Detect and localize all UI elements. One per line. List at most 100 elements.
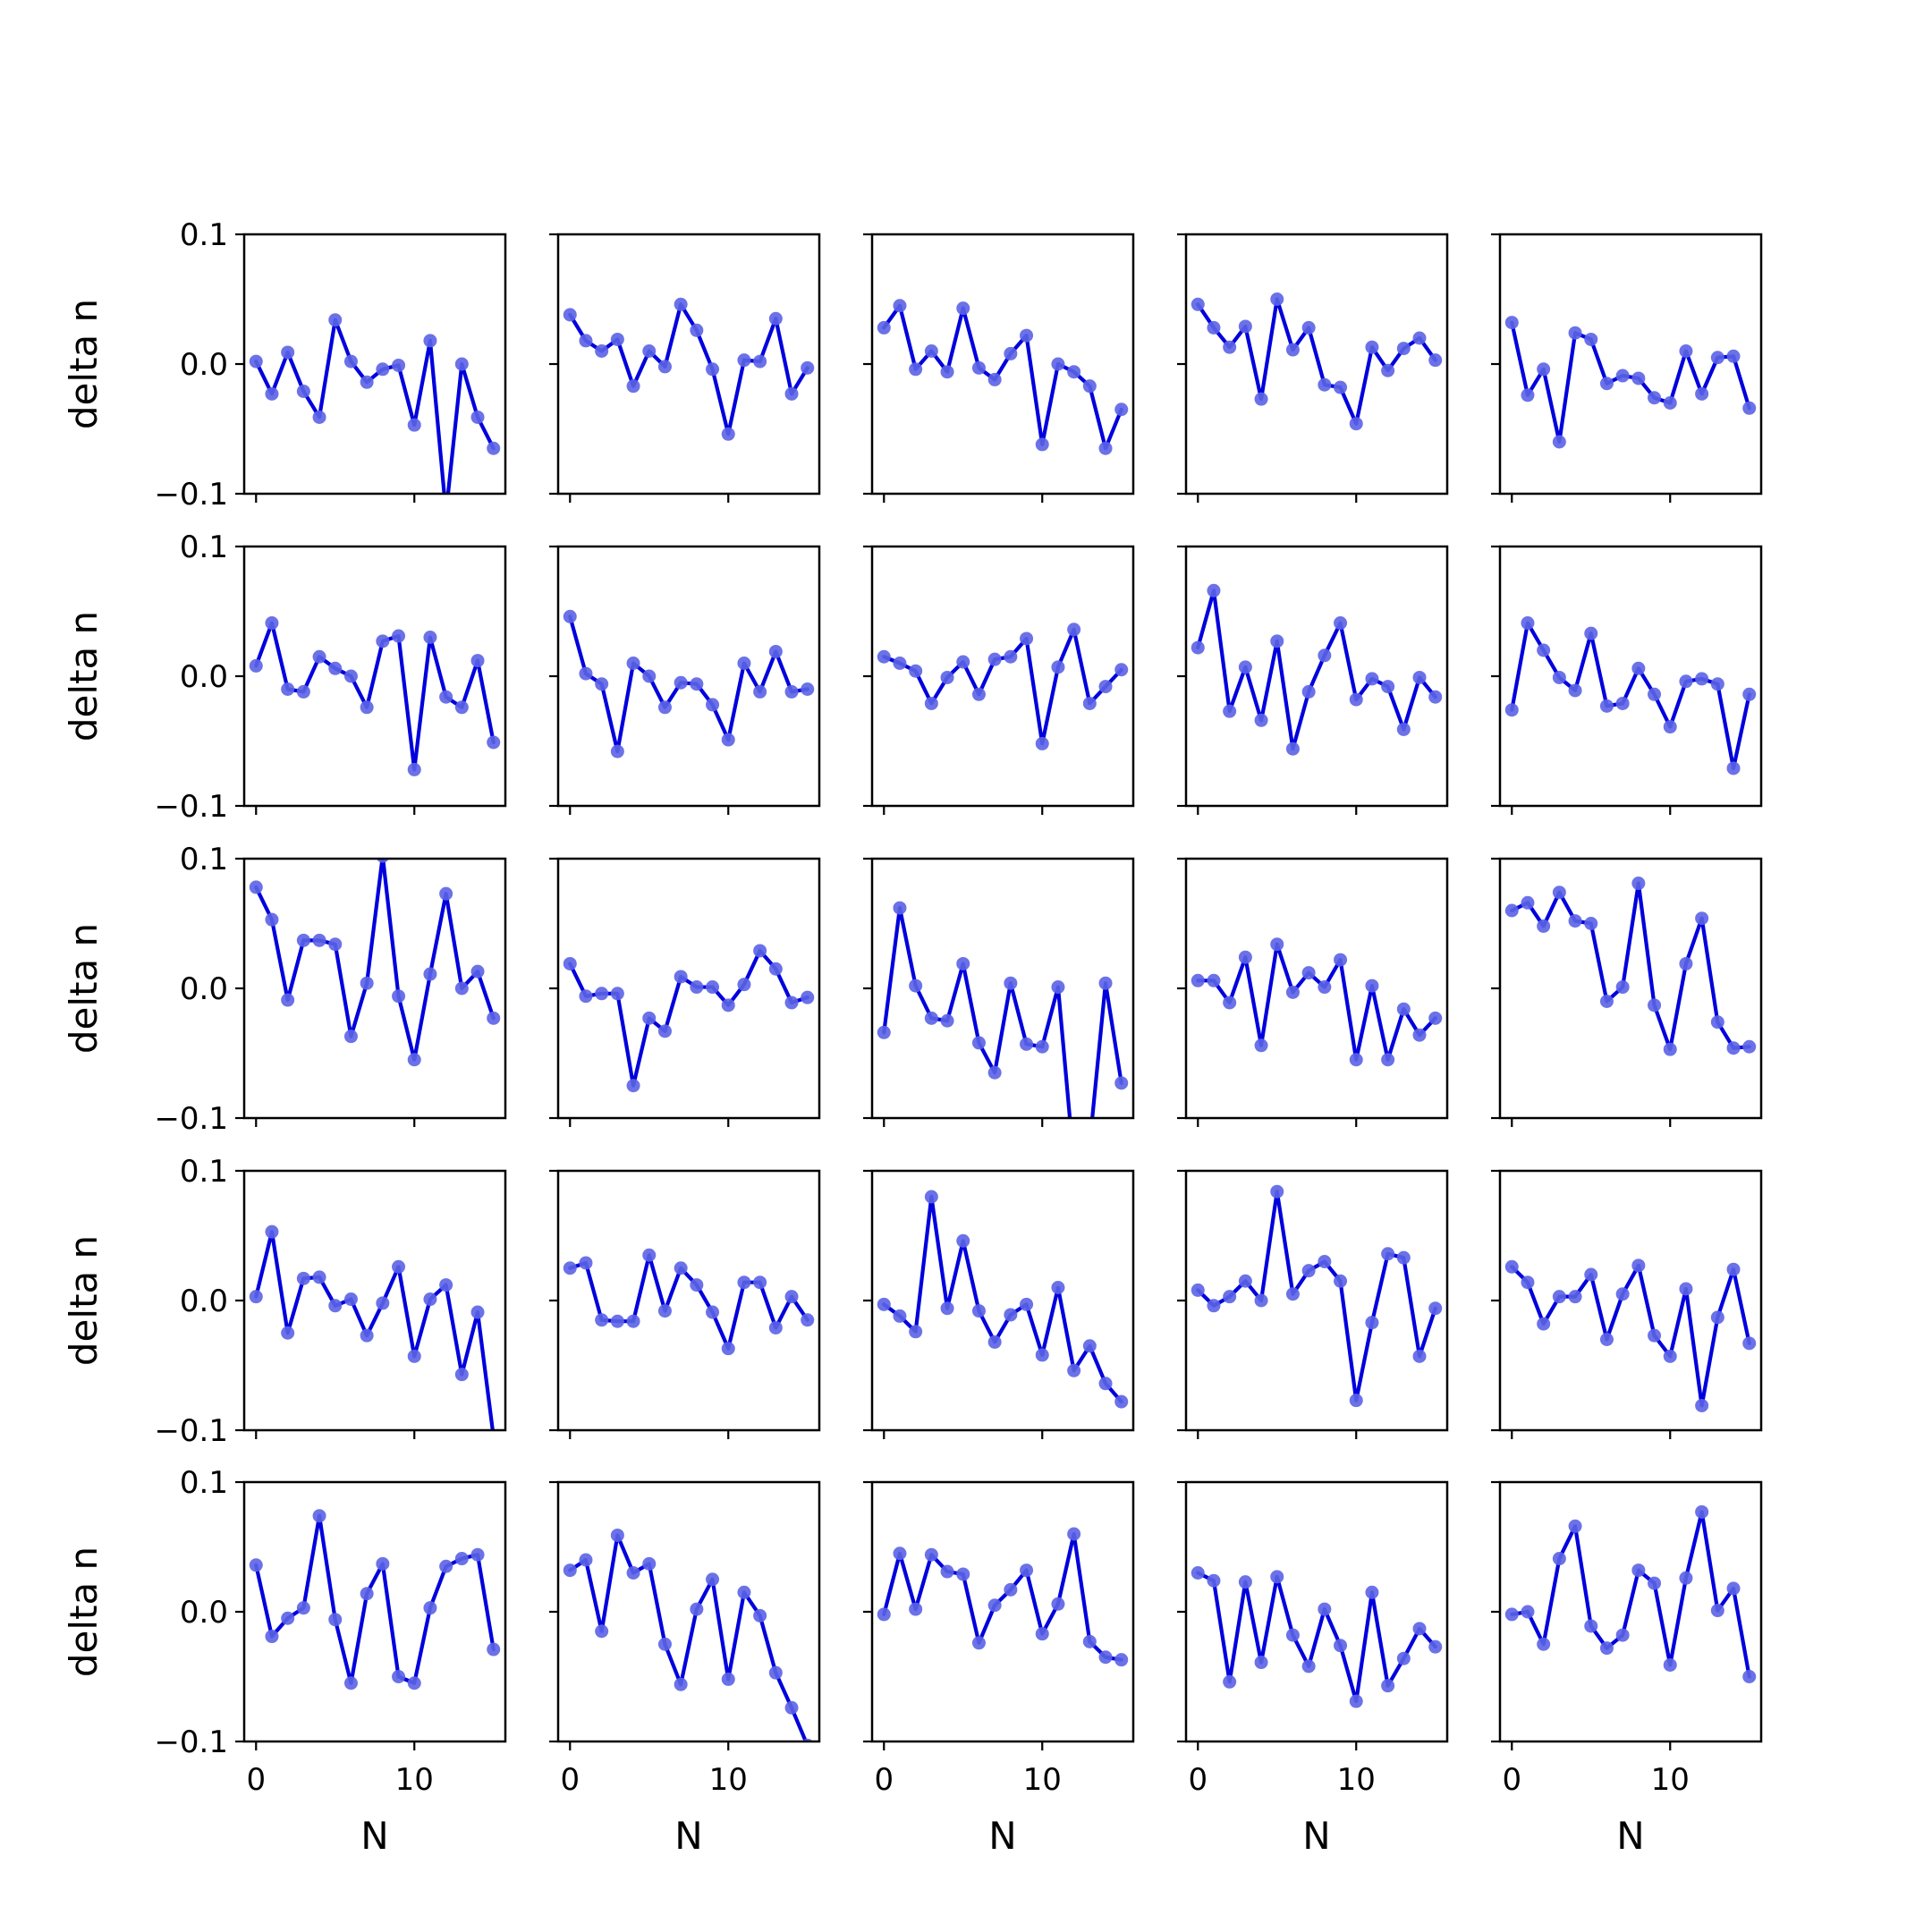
- data-point: [1537, 643, 1551, 657]
- data-point: [1301, 1264, 1316, 1278]
- data-point: [753, 354, 767, 369]
- x-axis-label: N: [1302, 1814, 1330, 1858]
- series-line: [254, 1513, 496, 1685]
- series-line: [254, 621, 496, 772]
- data-point: [1051, 660, 1065, 674]
- y-axis-label: delta n: [62, 611, 106, 741]
- data-point: [1020, 328, 1034, 343]
- data-point: [249, 1558, 263, 1572]
- data-point: [343, 1292, 358, 1307]
- data-point: [563, 956, 577, 970]
- data-point: [579, 1553, 593, 1567]
- data-point: [1396, 1002, 1411, 1016]
- data-point: [706, 1572, 720, 1587]
- data-point: [674, 675, 688, 690]
- data-point: [987, 372, 1002, 386]
- data-point: [1396, 722, 1411, 736]
- data-point: [1742, 687, 1757, 701]
- data-point: [296, 384, 310, 398]
- data-point: [721, 1672, 735, 1686]
- subplot-r4-c4: [1177, 1169, 1449, 1439]
- x-axis-label: N: [988, 1814, 1016, 1858]
- data-point: [1599, 377, 1614, 391]
- data-point: [1568, 683, 1582, 698]
- data-point: [1663, 1349, 1677, 1363]
- data-point: [1679, 1571, 1693, 1585]
- data-point: [721, 427, 735, 441]
- data-point: [1381, 1247, 1395, 1261]
- data-point: [909, 979, 923, 993]
- subplot-r4-c5: [1491, 1169, 1763, 1439]
- data-point: [1207, 973, 1221, 987]
- subplot-r3-c2: [549, 857, 821, 1127]
- data-point: [1552, 670, 1566, 684]
- data-point: [768, 644, 783, 658]
- plot-area: [1191, 292, 1443, 431]
- data-point: [1552, 886, 1566, 900]
- data-point: [1223, 1290, 1237, 1304]
- data-point: [1051, 1281, 1065, 1294]
- x-tick-label: 0: [874, 1762, 894, 1798]
- data-point: [987, 1065, 1002, 1080]
- data-point: [1710, 1310, 1724, 1325]
- data-point: [1726, 1262, 1741, 1276]
- plot-area: [249, 313, 501, 494]
- data-point: [1349, 1694, 1363, 1708]
- series-line: [568, 1253, 809, 1351]
- data-point: [454, 700, 469, 715]
- series-line: [882, 1194, 1123, 1404]
- data-point: [1334, 616, 1348, 631]
- data-point: [1396, 1651, 1411, 1665]
- data-point: [642, 1248, 657, 1262]
- data-point: [987, 652, 1002, 666]
- data-point: [312, 933, 326, 947]
- data-point: [1254, 392, 1268, 406]
- series-line: [1510, 320, 1751, 445]
- data-point: [674, 1261, 688, 1275]
- series-line: [1196, 942, 1437, 1062]
- data-point: [1584, 1267, 1598, 1282]
- data-point: [893, 901, 907, 915]
- subplot-r2-c4: [1177, 545, 1449, 815]
- data-point: [893, 299, 907, 313]
- data-point: [1396, 1250, 1411, 1265]
- data-point: [956, 1233, 970, 1248]
- subplot-r1-c5: [1491, 233, 1763, 503]
- data-point: [1301, 1659, 1316, 1674]
- data-point: [1584, 626, 1598, 640]
- data-point: [439, 690, 453, 704]
- data-point: [737, 657, 751, 670]
- subplot-r4-c2: [549, 1169, 821, 1439]
- data-point: [674, 1677, 688, 1691]
- data-point: [721, 998, 735, 1013]
- subplot-r3-c1: 0.1 0.0 −0.1 delta n: [62, 842, 507, 1137]
- data-point: [360, 700, 374, 715]
- data-point: [1648, 687, 1662, 701]
- data-point: [1365, 672, 1379, 686]
- data-point: [249, 354, 263, 369]
- data-point: [1615, 1287, 1630, 1301]
- data-point: [1098, 441, 1113, 455]
- data-point: [737, 1275, 751, 1290]
- data-point: [924, 1547, 938, 1562]
- data-point: [1428, 353, 1443, 368]
- data-point: [1365, 979, 1379, 993]
- data-point: [1504, 903, 1519, 918]
- data-point: [1599, 1641, 1614, 1656]
- data-point: [454, 981, 469, 996]
- data-point: [1285, 985, 1300, 999]
- data-point: [1537, 362, 1551, 377]
- data-point: [956, 1567, 970, 1581]
- data-point: [1552, 1290, 1566, 1304]
- data-point: [1726, 761, 1741, 775]
- data-point: [1082, 1339, 1097, 1353]
- data-point: [753, 1608, 767, 1623]
- data-point: [1504, 1607, 1519, 1622]
- data-point: [1742, 1039, 1757, 1054]
- data-point: [360, 1328, 374, 1343]
- data-point: [1270, 937, 1284, 952]
- data-point: [706, 1305, 720, 1319]
- data-point: [657, 1024, 672, 1038]
- y-axis-label: delta n: [62, 1235, 106, 1366]
- data-point: [626, 1079, 640, 1093]
